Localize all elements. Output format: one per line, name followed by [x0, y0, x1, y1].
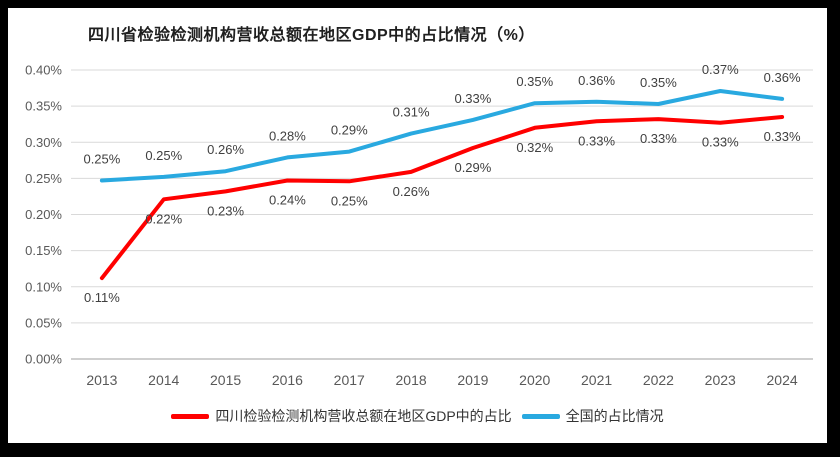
chart-container: 四川省检验检测机构营收总额在地区GDP中的占比情况（%） 0.00% 0.05% 0… [8, 8, 827, 443]
data-label: 0.36% [764, 70, 801, 85]
x-axis-tick-label: 2018 [396, 372, 427, 388]
x-axis-tick-label: 2017 [334, 372, 365, 388]
data-label: 0.35% [640, 75, 677, 90]
data-label: 0.37% [702, 62, 739, 77]
data-label: 0.25% [331, 193, 368, 208]
data-label: 0.33% [702, 135, 739, 150]
data-label: 0.28% [269, 128, 306, 143]
x-axis-tick-label: 2022 [643, 372, 674, 388]
legend-swatch-red-line-icon [171, 413, 210, 419]
x-axis-tick-label: 2013 [86, 372, 117, 388]
data-label: 0.11% [84, 290, 120, 305]
legend-item-sichuan: 四川检验检测机构营收总额在地区GDP中的占比 [171, 406, 512, 426]
x-axis-tick-label: 2014 [148, 372, 179, 388]
data-label: 0.25% [145, 148, 182, 163]
y-axis-tick-label: 0.40% [25, 63, 62, 78]
series-line-0 [99, 115, 785, 281]
x-axis-tick-label: 2015 [210, 372, 241, 388]
data-label: 0.36% [578, 73, 615, 88]
data-label: 0.25% [83, 152, 120, 167]
data-label: 0.33% [578, 133, 615, 148]
x-axis-tick-label: 2023 [705, 372, 736, 388]
legend-item-national: 全国的占比情况 [521, 406, 664, 426]
y-axis-tick-label: 0.30% [25, 135, 62, 150]
data-label: 0.33% [640, 131, 677, 146]
data-label: 0.26% [207, 142, 244, 157]
legend-swatch-blue-line-icon [521, 413, 560, 419]
chart-title: 四川省检验检测机构营收总额在地区GDP中的占比情况（%） [88, 27, 535, 44]
data-label: 0.31% [393, 105, 430, 120]
legend-label-national: 全国的占比情况 [565, 408, 664, 424]
data-label: 0.29% [454, 160, 491, 175]
x-axis-tick-label: 2016 [272, 372, 303, 388]
chart-legend: 四川检验检测机构营收总额在地区GDP中的占比 全国的占比情况 [8, 406, 827, 426]
y-axis-tick-label: 0.35% [25, 99, 62, 114]
x-axis-tick-label: 2020 [519, 372, 550, 388]
y-axis-tick-label: 0.05% [25, 315, 62, 330]
y-axis-tick-label: 0.25% [25, 171, 62, 186]
data-label: 0.23% [207, 203, 244, 218]
legend-label-sichuan: 四川检验检测机构营收总额在地区GDP中的占比 [215, 408, 512, 424]
x-axis-tick-label: 2021 [581, 372, 612, 388]
y-axis-tick-label: 0.20% [25, 207, 62, 222]
data-label: 0.24% [269, 193, 306, 208]
line-chart-plot: 0.00% 0.05% 0.10% 0.15% 0.20% 0.25% 0.30% 0.35%… [25, 62, 813, 388]
data-label: 0.33% [454, 91, 491, 106]
data-label: 0.32% [516, 140, 553, 155]
data-label: 0.22% [145, 211, 182, 226]
series-line-1 [99, 89, 785, 183]
y-axis-tick-label: 0.15% [25, 243, 62, 258]
data-label: 0.29% [331, 123, 368, 138]
x-axis-tick-label: 2019 [457, 372, 488, 388]
x-axis-tick-label: 2024 [767, 372, 798, 388]
data-label: 0.33% [764, 129, 801, 144]
y-axis-tick-label: 0.00% [25, 352, 62, 367]
data-label: 0.26% [393, 184, 430, 199]
y-axis-tick-label: 0.10% [25, 279, 62, 294]
data-label: 0.35% [516, 74, 553, 89]
